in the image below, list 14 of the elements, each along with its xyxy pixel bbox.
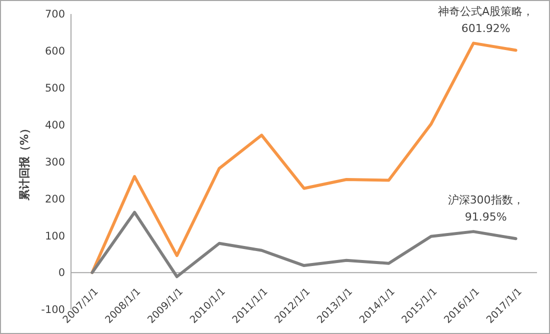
annotation: 神奇公式A股策略， 601.92% <box>438 5 534 36</box>
y-axis-title: 累计回报（%） <box>18 123 31 202</box>
y-tick-label: 200 <box>44 193 65 206</box>
line-series <box>90 210 518 278</box>
y-tick-label: 300 <box>44 156 65 168</box>
annotation: 沪深300指数， 91.95% <box>448 194 524 224</box>
y-tick-label: 0 <box>58 267 65 280</box>
y-tick-label: 600 <box>44 46 65 58</box>
y-tick-label: 100 <box>44 230 65 242</box>
y-tick-label: 400 <box>44 119 65 132</box>
y-tick-label: 700 <box>44 8 65 21</box>
line-series <box>90 42 518 274</box>
y-tick-label: -100 <box>41 304 65 316</box>
y-tick-label: 500 <box>44 82 65 95</box>
